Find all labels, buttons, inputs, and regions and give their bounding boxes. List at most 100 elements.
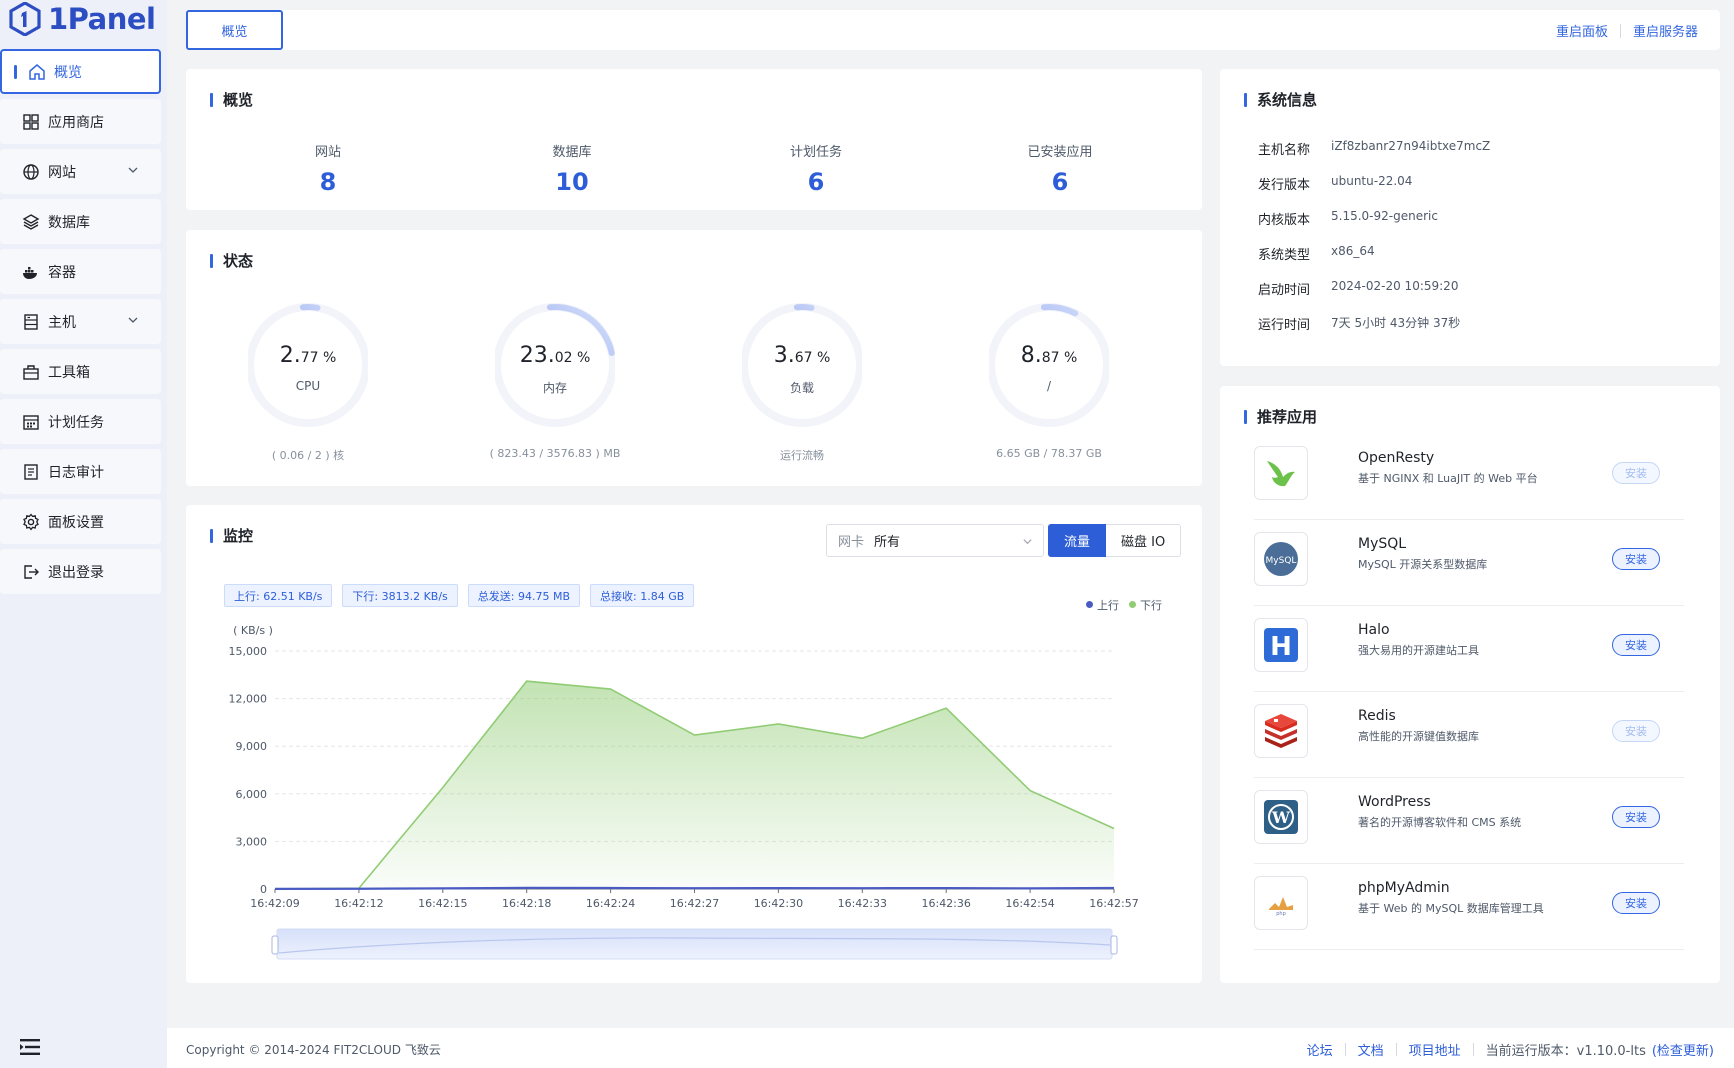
- halo-icon: H: [1254, 618, 1308, 672]
- stat-value: 6: [1051, 168, 1069, 196]
- copyright: Copyright © 2014-2024 FIT2CLOUD 飞致云: [186, 1043, 441, 1057]
- legend-label: 上行: [1097, 599, 1119, 612]
- sidebar-item-1[interactable]: 应用商店: [0, 99, 161, 144]
- sysinfo-value: 2024-02-20 10:59:20: [1331, 279, 1459, 293]
- stat-value: 10: [555, 168, 589, 196]
- logout-icon: [24, 564, 39, 579]
- sysinfo-row: 主机名称 iZf8zbanr27n94ibtxe7mcZ: [1258, 139, 1490, 158]
- stat-databases[interactable]: 数据库 10: [472, 141, 672, 196]
- install-button[interactable]: 安装: [1612, 548, 1660, 570]
- stat-cron-jobs[interactable]: 计划任务 6: [716, 141, 916, 196]
- stat-label: 网站: [314, 145, 341, 160]
- gauge-value: 23.02 %: [519, 343, 591, 368]
- install-button[interactable]: 安装: [1612, 634, 1660, 656]
- zoom-handle-left[interactable]: [271, 935, 279, 955]
- docker-icon: [23, 266, 37, 279]
- app-row-redis[interactable]: Redis 高性能的开源键值数据库 安装: [1254, 692, 1684, 778]
- sidebar-item-label: 日志审计: [48, 464, 104, 481]
- x-tick-label: 16:42:24: [586, 897, 635, 910]
- collapse-menu-icon[interactable]: [20, 1038, 40, 1056]
- stat-label: 计划任务: [789, 145, 842, 160]
- version-text: 当前运行版本：v1.10.0-lts: [1485, 1044, 1646, 1059]
- legend-upload[interactable]: 上行: [1086, 597, 1119, 613]
- sidebar-item-8[interactable]: 日志审计: [0, 449, 161, 494]
- gauge-1: 23.02 % 内存 ( 823.43 / 3576.83 ) MB: [475, 303, 635, 463]
- gauge-ring: [989, 303, 1109, 427]
- legend-download[interactable]: 下行: [1129, 597, 1162, 613]
- sidebar-item-3[interactable]: 数据库: [0, 199, 161, 244]
- globe-icon: [23, 163, 39, 180]
- server-icon: [24, 313, 38, 330]
- sysinfo-value: ubuntu-22.04: [1331, 174, 1413, 188]
- status-title: 状态: [210, 250, 253, 271]
- chevron-down-icon: [1023, 539, 1032, 545]
- x-tick-label: 16:42:27: [670, 897, 719, 910]
- tag-download-rate: 下行: 3813.2 KB/s: [342, 584, 458, 607]
- x-tick-label: 16:42:36: [921, 897, 970, 910]
- app-row-openresty[interactable]: OpenResty 基于 NGINX 和 LuaJIT 的 Web 平台 安装: [1254, 434, 1684, 520]
- x-tick-label: 16:42:54: [1005, 897, 1054, 910]
- restart-panel-button[interactable]: 重启面板: [1555, 25, 1608, 40]
- sidebar-item-2[interactable]: 网站: [0, 149, 161, 194]
- app-name: OpenResty: [1358, 450, 1435, 466]
- status-card: 状态 2.77 % CPU ( 0.06 / 2 ) 核 23.02 % 内存 ( 823…: [186, 230, 1202, 486]
- app-name: phpMyAdmin: [1358, 880, 1450, 896]
- gauge-value: 3.67 %: [773, 343, 831, 368]
- system-info-card: 系统信息 主机名称 iZf8zbanr27n94ibtxe7mcZ 发行版本 ubun…: [1220, 69, 1720, 366]
- stat-websites[interactable]: 网站 8: [228, 141, 428, 196]
- zoom-handle-right[interactable]: [1110, 935, 1118, 955]
- sidebar-item-0[interactable]: 概览: [0, 49, 161, 94]
- app-row-halo[interactable]: H Halo 强大易用的开源建站工具 安装: [1254, 606, 1684, 692]
- app-row-phpmyadmin[interactable]: php phpMyAdmin 基于 Web 的 MySQL 数据库管理工具 安装: [1254, 864, 1684, 950]
- x-tick-label: 16:42:12: [334, 897, 383, 910]
- phpmyadmin-icon: php: [1254, 876, 1308, 930]
- restart-server-button[interactable]: 重启服务器: [1632, 25, 1698, 40]
- chevron-down-icon: [128, 167, 138, 173]
- install-button[interactable]: 安装: [1612, 892, 1660, 914]
- divider: [1344, 1043, 1346, 1056]
- install-button[interactable]: 安装: [1612, 720, 1660, 742]
- docs-link[interactable]: 文档: [1357, 1044, 1384, 1059]
- sidebar-item-9[interactable]: 面板设置: [0, 499, 161, 544]
- sysinfo-key: 内核版本: [1258, 213, 1311, 228]
- tab-overview[interactable]: 概览: [186, 10, 283, 50]
- sidebar-item-label: 概览: [54, 64, 82, 81]
- check-update-link[interactable]: (检查更新): [1651, 1044, 1714, 1059]
- sidebar-item-label: 计划任务: [48, 414, 104, 431]
- install-button[interactable]: 安装: [1612, 806, 1660, 828]
- sysinfo-row: 发行版本 ubuntu-22.04: [1258, 174, 1412, 193]
- x-tick-label: 16:42:15: [418, 897, 467, 910]
- sidebar-item-7[interactable]: 计划任务: [0, 399, 161, 444]
- footer: Copyright © 2014-2024 FIT2CLOUD 飞致云 论坛 文…: [167, 1028, 1734, 1068]
- sidebar-item-10[interactable]: 退出登录: [0, 549, 161, 594]
- gauge-detail: ( 0.06 / 2 ) 核: [271, 449, 345, 462]
- sidebar-menu: 概览应用商店网站数据库容器主机工具箱计划任务日志审计面板设置退出登录: [0, 49, 161, 599]
- log-icon: [24, 463, 38, 480]
- tab-traffic[interactable]: 流量: [1048, 524, 1107, 557]
- tab-disk-io[interactable]: 磁盘 IO: [1106, 524, 1182, 557]
- sysinfo-row: 启动时间 2024-02-20 10:59:20: [1258, 279, 1458, 298]
- app-row-mysql[interactable]: MySQL MySQL MySQL 开源关系型数据库 安装: [1254, 520, 1684, 606]
- install-button[interactable]: 安装: [1612, 462, 1660, 484]
- series-download-area: [275, 681, 1114, 889]
- project-link[interactable]: 项目地址: [1408, 1044, 1461, 1059]
- stat-label: 数据库: [552, 145, 592, 160]
- svg-text:W: W: [1271, 808, 1291, 827]
- gauge-name: CPU: [295, 379, 321, 393]
- tag-upload-rate: 上行: 62.51 KB/s: [224, 584, 333, 607]
- forum-link[interactable]: 论坛: [1306, 1044, 1333, 1059]
- gauge-name: /: [1046, 379, 1052, 393]
- stat-installed-apps[interactable]: 已安装应用 6: [960, 141, 1160, 196]
- wordpress-icon: W: [1254, 790, 1308, 844]
- sidebar: 1Panel 概览应用商店网站数据库容器主机工具箱计划任务日志审计面板设置退出登…: [0, 0, 167, 1068]
- brand-logo[interactable]: 1Panel: [8, 0, 156, 38]
- app-row-wordpress[interactable]: W WordPress 著名的开源博客软件和 CMS 系统 安装: [1254, 778, 1684, 864]
- y-tick-label: 12,000: [229, 693, 268, 706]
- x-tick-label: 16:42:18: [502, 897, 551, 910]
- nic-select[interactable]: 网卡 所有: [826, 524, 1044, 557]
- sidebar-item-5[interactable]: 主机: [0, 299, 161, 344]
- gauge-value: 8.87 %: [1020, 343, 1078, 368]
- sidebar-item-6[interactable]: 工具箱: [0, 349, 161, 394]
- sidebar-item-4[interactable]: 容器: [0, 249, 161, 294]
- svg-text:H: H: [1270, 632, 1292, 662]
